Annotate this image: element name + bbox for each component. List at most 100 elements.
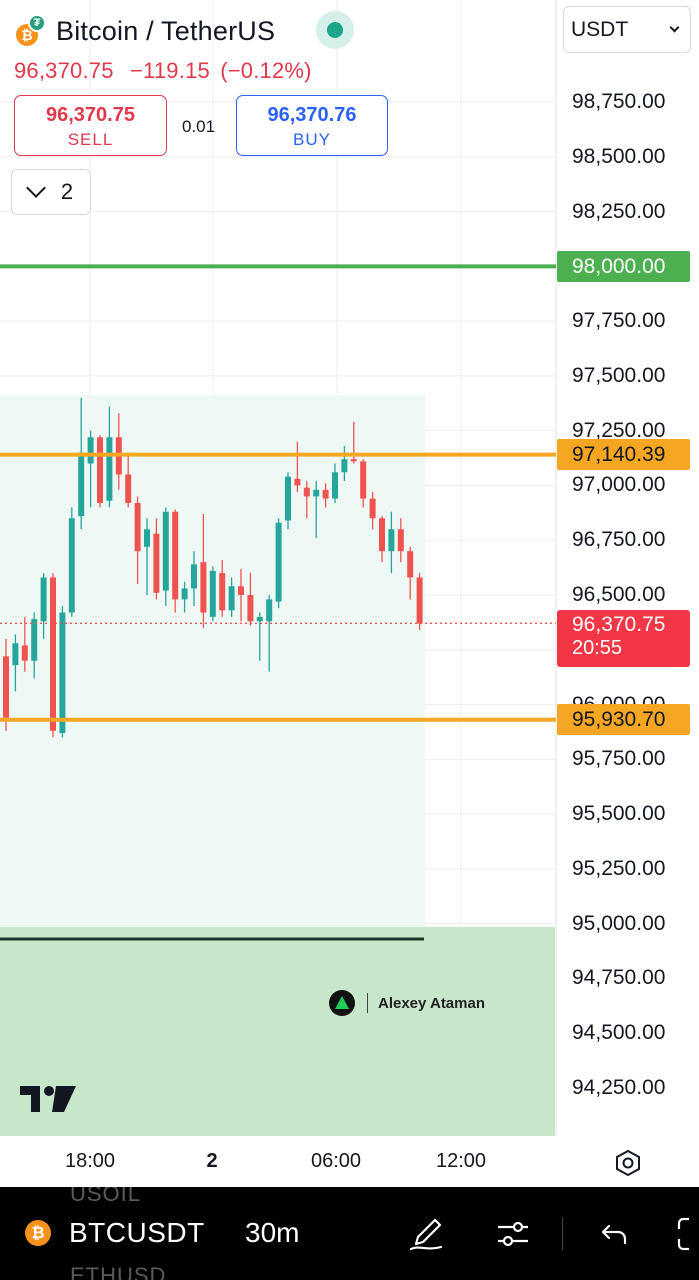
candle-body: [87, 437, 94, 464]
candle-body: [313, 489, 320, 497]
candle-body: [31, 619, 38, 661]
candle-body: [219, 573, 226, 611]
candle-body: [379, 518, 385, 552]
candle-body: [97, 437, 103, 503]
symbol-row[interactable]: ₿ ₮ Bitcoin / TetherUS: [14, 12, 275, 50]
candle-body: [59, 612, 66, 734]
candle-body: [407, 551, 414, 578]
ghost-symbol-bottom: ETHUSD: [70, 1263, 167, 1280]
candle-body: [266, 599, 273, 622]
candle-body: [397, 529, 404, 552]
candle-body: [209, 570, 216, 617]
price-change: −119.15: [130, 58, 210, 83]
candle-body: [144, 529, 150, 547]
candle-body: [360, 461, 367, 499]
current-price-tag: 96,370.75 20:55: [557, 610, 690, 667]
market-open-dot-icon: [327, 22, 343, 38]
price-tick-label: 94,250.00: [572, 1076, 666, 1099]
candle-body: [153, 533, 160, 593]
price-change-pct: (−0.12%): [220, 58, 312, 83]
time-label-day: 2: [206, 1150, 218, 1172]
market-status-indicator[interactable]: [316, 11, 354, 49]
price-tick-label: 97,500.00: [572, 363, 666, 387]
candle-body: [181, 588, 188, 600]
price-tick-label: 97,750.00: [572, 309, 666, 333]
candle-body: [125, 474, 132, 503]
candle-body: [200, 562, 207, 613]
price-tick-label: 96,750.00: [572, 528, 666, 552]
candle-body: [12, 643, 19, 666]
chevron-down-icon: [669, 22, 680, 33]
current-price-label: 96,370.75: [572, 613, 666, 636]
candle-body: [172, 511, 179, 600]
currency-select[interactable]: USDT: [563, 6, 691, 53]
symbol-title[interactable]: Bitcoin / TetherUS: [56, 15, 276, 46]
indicators-collapse-button[interactable]: 2: [11, 169, 91, 215]
interval-selector[interactable]: 30m: [245, 1217, 300, 1248]
candle-body: [191, 564, 197, 589]
price-tick-label: 95,250.00: [572, 856, 666, 880]
candle-body: [332, 472, 338, 499]
candle-body: [294, 478, 301, 486]
level-price-tag[interactable]: 97,140.39: [557, 439, 690, 471]
watermark-divider: [367, 993, 368, 1013]
buy-price: 96,370.76: [267, 104, 357, 126]
price-tick-label: 98,500.00: [572, 144, 666, 168]
last-price: 96,370.75: [14, 58, 114, 83]
chart-header: ₿ ₮ Bitcoin / TetherUS 96,370.75 −119.15…: [0, 0, 560, 220]
undo-icon[interactable]: [594, 1215, 632, 1253]
tradingview-logo-icon[interactable]: [18, 1082, 78, 1114]
symbol-selector[interactable]: BTCUSDT: [69, 1217, 205, 1248]
pair-icons: ₿ ₮: [14, 12, 52, 50]
sell-label: SELL: [67, 130, 114, 149]
price-tick-label: 98,750.00: [572, 90, 666, 113]
candle-body: [350, 459, 357, 462]
candle-body: [78, 452, 85, 517]
price-tick-label: 94,500.00: [572, 1021, 666, 1045]
candle-body: [68, 518, 75, 613]
candle-body: [275, 522, 282, 602]
fullscreen-icon[interactable]: [675, 1215, 699, 1253]
candle-body: [341, 459, 348, 473]
sell-button[interactable]: 96,370.75 SELL: [14, 95, 167, 156]
price-tick-label: 95,500.00: [572, 802, 666, 826]
level-price-tag[interactable]: 95,930.70: [557, 704, 690, 736]
candle-body: [247, 595, 254, 622]
price-tick-label: 96,500.00: [572, 583, 666, 606]
candle-body: [388, 529, 395, 552]
time-label-0600: 06:00: [310, 1150, 362, 1172]
indicators-sliders-icon[interactable]: [494, 1215, 532, 1253]
author-watermark: Alexey Ataman: [329, 990, 485, 1016]
bottom-toolbar: USOIL ETHUSD ₿ BTCUSDT 30m: [0, 1187, 699, 1280]
chart-area[interactable]: [0, 0, 699, 1187]
candle-body: [228, 586, 235, 611]
candle-body: [238, 586, 244, 595]
level-price-tag[interactable]: 98,000.00: [557, 250, 690, 282]
candle-body: [3, 656, 9, 718]
candle-body: [162, 511, 169, 591]
price-tick-label: 95,750.00: [572, 747, 666, 771]
candle-body: [285, 476, 291, 521]
spread-value: 0.01: [182, 117, 216, 136]
ghost-symbol-top: USOIL: [70, 1187, 142, 1206]
candle-body: [303, 487, 310, 497]
buy-label: BUY: [293, 130, 331, 149]
candle-body: [50, 577, 56, 731]
price-tick-label: 97,250.00: [572, 418, 666, 442]
price-chart[interactable]: [0, 0, 699, 1187]
range-zone: [0, 395, 425, 927]
candle-body: [369, 498, 376, 519]
sell-price: 96,370.75: [46, 104, 135, 126]
support-zone: [0, 927, 555, 1136]
candle-body: [256, 616, 263, 622]
buy-button[interactable]: 96,370.76 BUY: [236, 95, 388, 156]
drawing-pen-icon[interactable]: [407, 1215, 445, 1253]
author-logo-icon: [329, 990, 355, 1016]
price-tick-label: 94,750.00: [572, 966, 666, 990]
candle-body: [106, 437, 113, 501]
bar-countdown: 20:55: [572, 637, 623, 659]
candle-body: [40, 577, 47, 622]
chart-settings-gear-icon[interactable]: [612, 1147, 644, 1179]
tether-icon: ₮: [28, 14, 46, 32]
price-tick-label: 98,250.00: [572, 199, 666, 223]
